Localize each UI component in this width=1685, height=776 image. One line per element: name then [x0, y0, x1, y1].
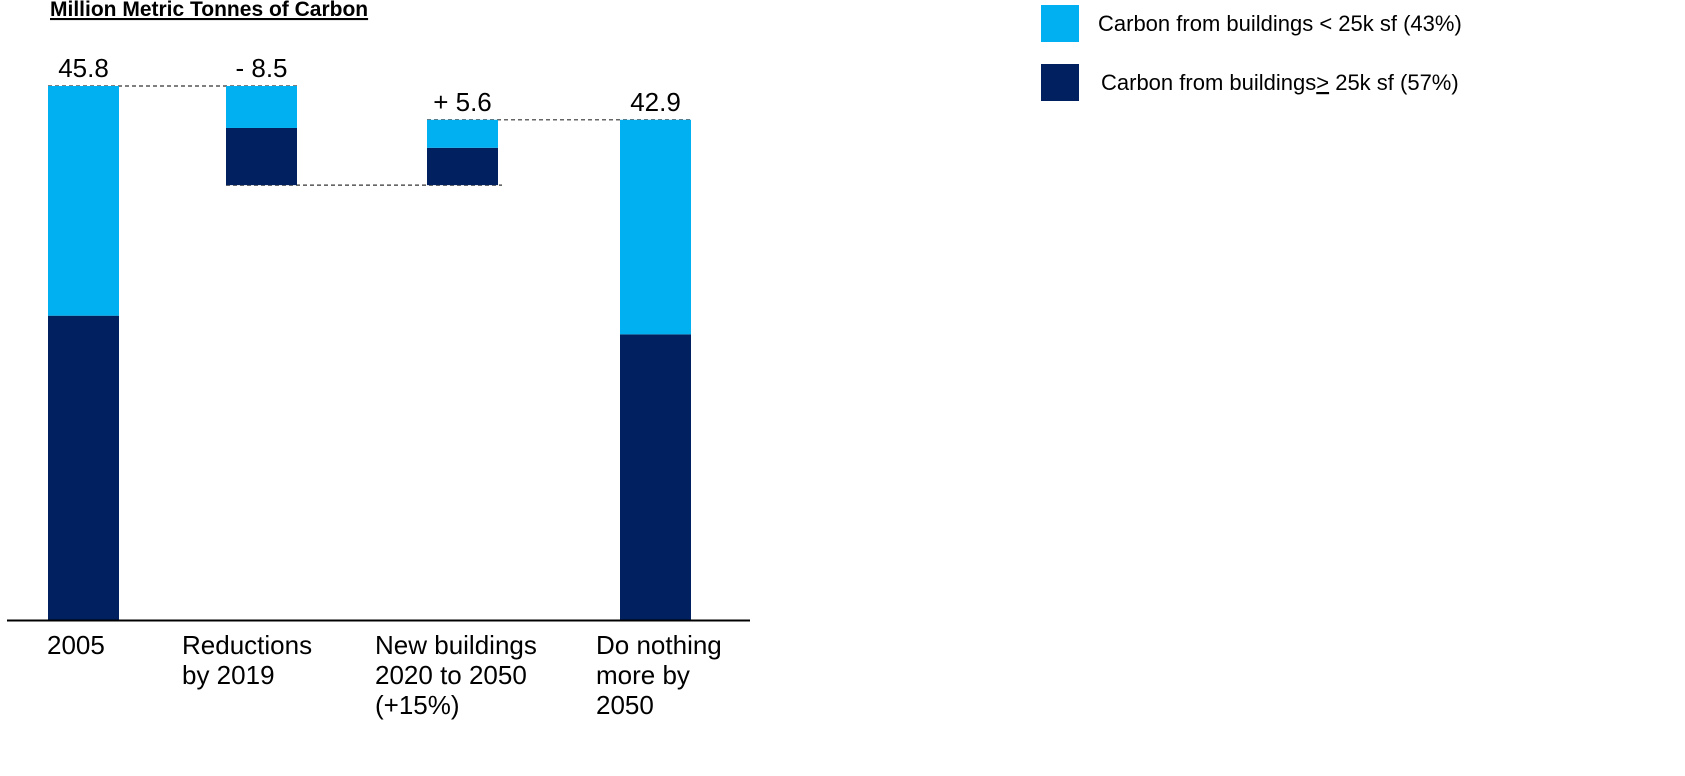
category-label: 2050 [596, 690, 654, 720]
bar-segment-large-buildings [427, 147, 498, 186]
value-label: 42.9 [630, 87, 681, 117]
category-label: by 2019 [182, 660, 275, 690]
category-label: (+15%) [375, 690, 460, 720]
y-axis-label: Million Metric Tonnes of Carbon [50, 0, 368, 21]
bar-segments [48, 86, 691, 620]
value-label: + 5.6 [433, 87, 492, 117]
value-labels: 45.8 - 8.5 + 5.6 42.9 [58, 53, 681, 117]
legend-label: Carbon from buildings < 25k sf (43%) [1098, 11, 1462, 36]
value-label: 45.8 [58, 53, 109, 83]
category-label: 2020 to 2050 [375, 660, 527, 690]
category-label: New buildings [375, 630, 537, 660]
legend-swatch [1041, 5, 1079, 42]
connector-lines [48, 85, 691, 186]
bar-segment-small-buildings [620, 119, 691, 335]
category-label: Do nothing [596, 630, 722, 660]
category-label: Reductions [182, 630, 312, 660]
bar-segment-large-buildings [620, 334, 691, 620]
value-label: - 8.5 [235, 53, 287, 83]
bar-segment-small-buildings [48, 86, 119, 316]
bar-segment-small-buildings [427, 119, 498, 148]
bar-segment-small-buildings [226, 86, 297, 128]
bar-segment-large-buildings [226, 127, 297, 186]
legend-label: Carbon from buildings> 25k sf (57%) [1101, 70, 1459, 95]
category-label: more by [596, 660, 690, 690]
legend: Carbon from buildings < 25k sf (43%) Carb… [1041, 5, 1462, 101]
bar-segment-large-buildings [48, 315, 119, 620]
legend-swatch [1041, 64, 1079, 101]
category-label: 2005 [47, 630, 105, 660]
